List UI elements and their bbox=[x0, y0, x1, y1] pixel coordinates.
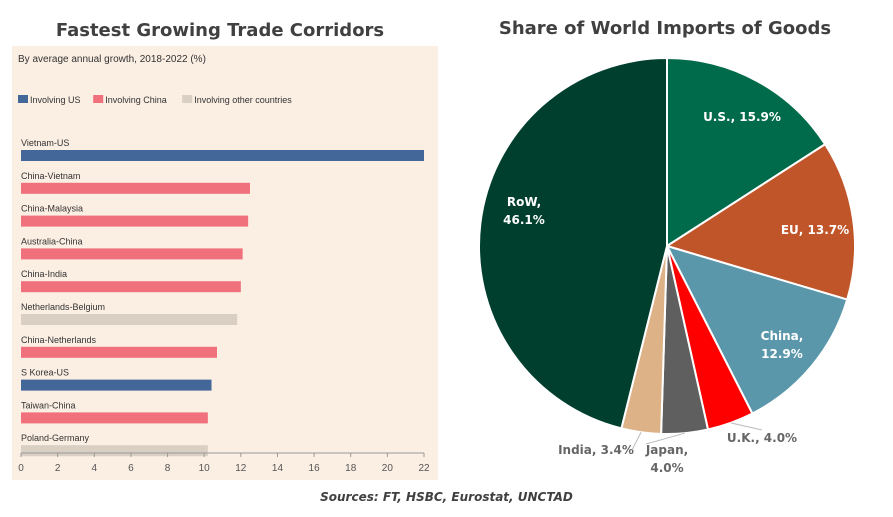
bar bbox=[21, 412, 208, 424]
bar bbox=[21, 182, 250, 194]
category-label: Poland-Germany bbox=[21, 433, 90, 443]
bar bbox=[21, 346, 218, 358]
bar-chart-subtitle: By average annual growth, 2018-2022 (%) bbox=[18, 54, 206, 65]
pie-slice-label: Japan, 4.0% bbox=[645, 443, 688, 475]
pie-slice-label: U.S., 15.9% bbox=[703, 110, 781, 124]
x-tick-label: 2 bbox=[55, 463, 61, 474]
x-tick-label: 14 bbox=[272, 463, 284, 474]
x-tick-label: 12 bbox=[235, 463, 247, 474]
pie-slice-label: China, 12.9% bbox=[761, 329, 804, 361]
bar bbox=[21, 150, 424, 161]
bar-chart-title: Fastest Growing Trade Corridors bbox=[55, 20, 385, 41]
x-tick-label: 18 bbox=[345, 463, 357, 474]
pie-slice bbox=[664, 142, 856, 301]
x-tick-label: 10 bbox=[199, 463, 211, 474]
legend-swatch-other bbox=[182, 95, 193, 103]
pie-slice bbox=[666, 56, 827, 248]
x-tick-label: 20 bbox=[382, 463, 394, 474]
category-label: China-Malaysia bbox=[21, 204, 83, 214]
category-label: China-Netherlands bbox=[21, 335, 97, 345]
pie-slice-label: EU, 13.7% bbox=[781, 223, 849, 237]
category-label: Australia-China bbox=[21, 236, 83, 246]
bar bbox=[21, 379, 212, 391]
bar-chart-panel: By average annual growth, 2018-2022 (%) I… bbox=[12, 46, 438, 480]
x-tick-label: 22 bbox=[418, 463, 430, 474]
pie-slice bbox=[478, 56, 668, 430]
bar bbox=[21, 445, 208, 457]
category-label: Taiwan-China bbox=[21, 400, 76, 410]
pie-slice-label: RoW, 46.1% bbox=[503, 195, 545, 227]
pie-chart: U.S., 15.9% EU, 13.7% China, 12.9% U.K., 4.0… bbox=[478, 56, 856, 475]
bar bbox=[21, 314, 238, 325]
legend-swatch-china bbox=[93, 95, 104, 103]
x-tick-label: 8 bbox=[165, 463, 171, 474]
legend-swatch-us bbox=[18, 95, 28, 103]
pie-slice bbox=[665, 244, 849, 415]
leader-line bbox=[730, 422, 763, 431]
pie-chart-title: Share of World Imports of Goods bbox=[498, 18, 832, 39]
leader-line bbox=[645, 432, 685, 445]
legend-label-us: Involving US bbox=[30, 95, 81, 105]
bar bbox=[21, 248, 243, 260]
category-label: Netherlands-Belgium bbox=[21, 302, 105, 312]
category-label: S Korea-US bbox=[21, 368, 69, 378]
pie-slice-label: India, 3.4% bbox=[558, 443, 634, 457]
x-tick-label: 4 bbox=[91, 463, 97, 474]
category-label: China-Vietnam bbox=[21, 171, 80, 181]
source-note: Sources: FT, HSBC, Eurostat, UNCTAD bbox=[320, 490, 573, 504]
category-label: China-India bbox=[21, 269, 67, 279]
bar bbox=[21, 281, 241, 293]
x-tick-label: 0 bbox=[18, 463, 24, 474]
x-tick-label: 16 bbox=[309, 463, 321, 474]
x-tick-label: 6 bbox=[128, 463, 134, 474]
pie-slice-label: U.K., 4.0% bbox=[727, 431, 797, 445]
bar-chart: By average annual growth, 2018-2022 (%) I… bbox=[18, 54, 430, 474]
category-label: Vietnam-US bbox=[21, 138, 69, 148]
bar bbox=[21, 215, 249, 227]
legend-label-other: Involving other countries bbox=[194, 95, 292, 105]
leader-line bbox=[631, 431, 642, 451]
legend-label-china: Involving China bbox=[105, 95, 167, 105]
